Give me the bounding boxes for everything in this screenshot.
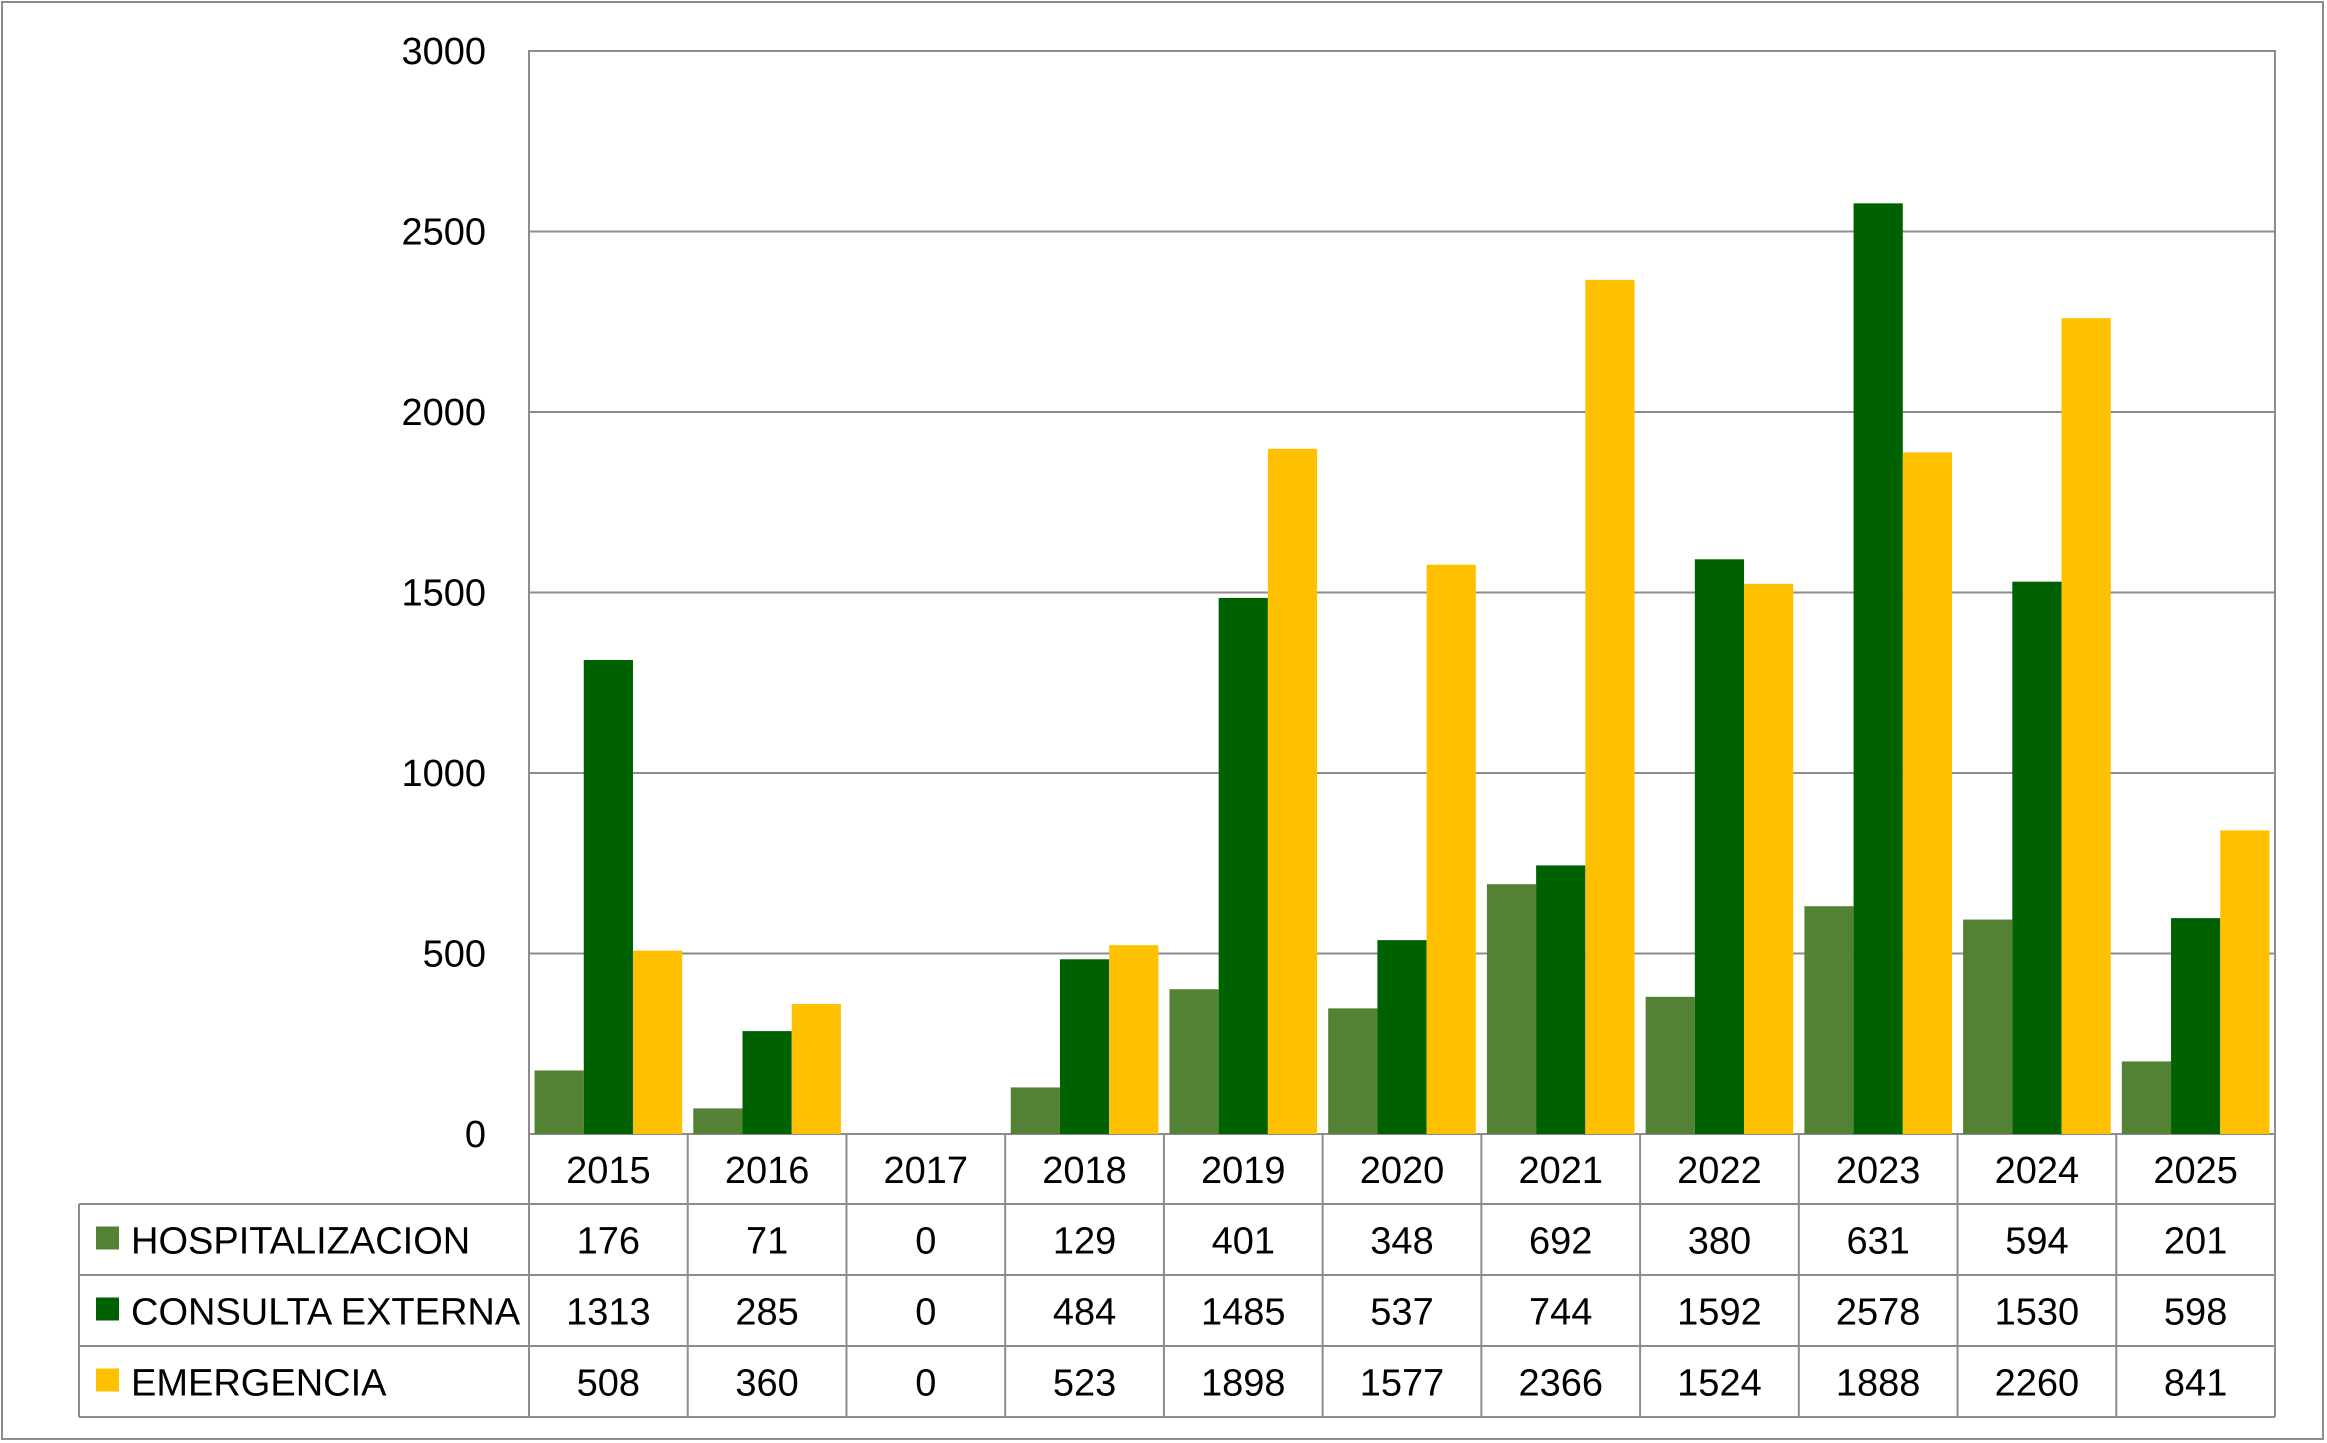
table-value-cell: 1313 xyxy=(566,1292,651,1334)
table-value-cell: 523 xyxy=(1053,1363,1116,1405)
legend-label: EMERGENCIA xyxy=(131,1363,387,1405)
y-tick-label: 1000 xyxy=(401,753,486,795)
bar-emergencia-2024 xyxy=(2061,318,2111,1134)
table-value-cell: 1888 xyxy=(1836,1363,1921,1405)
y-tick-label: 1500 xyxy=(401,573,486,615)
x-category-label: 2016 xyxy=(725,1150,810,1192)
table-value-cell: 2260 xyxy=(1995,1363,2080,1405)
bar-hospitalizacion-2021 xyxy=(1486,884,1537,1134)
bar-consulta-externa-2025 xyxy=(2171,918,2221,1134)
bar-hospitalizacion-2022 xyxy=(1645,996,1695,1134)
x-category-label: 2022 xyxy=(1677,1150,1762,1192)
table-value-cell: 176 xyxy=(577,1221,640,1263)
y-tick-label: 2500 xyxy=(401,212,486,254)
legend-key-emergencia xyxy=(96,1368,119,1392)
x-category-label: 2019 xyxy=(1201,1150,1286,1192)
bar-hospitalizacion-2025 xyxy=(2121,1061,2172,1134)
legend-label: CONSULTA EXTERNA xyxy=(131,1292,521,1334)
y-tick-label: 3000 xyxy=(401,31,486,73)
bar-emergencia-2015 xyxy=(632,950,683,1134)
table-value-cell: 0 xyxy=(915,1292,936,1334)
bars xyxy=(534,203,2270,1135)
x-category-label: 2023 xyxy=(1836,1150,1921,1192)
y-axis-ticks: 0 500 1000 1500 2000 2500 3000 xyxy=(401,31,486,1156)
bar-consulta-externa-2021 xyxy=(1536,865,1586,1134)
y-tick-label: 500 xyxy=(423,934,486,976)
table-value-cell: 201 xyxy=(2164,1221,2227,1263)
bar-emergencia-2020 xyxy=(1426,564,1476,1134)
bar-hospitalizacion-2016 xyxy=(693,1108,743,1134)
table-value-cell: 2578 xyxy=(1836,1292,1921,1334)
bar-consulta-externa-2018 xyxy=(1059,959,1110,1134)
table-value-cell: 71 xyxy=(746,1221,788,1263)
bar-hospitalizacion-2020 xyxy=(1328,1008,1378,1134)
x-category-label: 2017 xyxy=(884,1150,969,1192)
table-value-cell: 1592 xyxy=(1677,1292,1762,1334)
bar-emergencia-2023 xyxy=(1902,452,1952,1134)
bar-emergencia-2025 xyxy=(2220,830,2270,1134)
y-tick-label: 2000 xyxy=(401,392,486,434)
x-category-label: 2018 xyxy=(1042,1150,1127,1192)
table-value-cell: 598 xyxy=(2164,1292,2227,1334)
table-value-cell: 537 xyxy=(1370,1292,1433,1334)
table-value-cell: 1485 xyxy=(1201,1292,1286,1334)
x-category-label: 2025 xyxy=(2153,1150,2238,1192)
x-category-label: 2024 xyxy=(1995,1150,2080,1192)
data-table: 2015 2016 2017 2018 2019 2020 2021 2022 2023 2024… xyxy=(78,1134,2276,1418)
bar-hospitalizacion-2015 xyxy=(534,1070,584,1134)
table-value-cell: 841 xyxy=(2164,1363,2227,1405)
table-value-cell: 1898 xyxy=(1201,1363,1286,1405)
bar-consulta-externa-2016 xyxy=(742,1031,792,1134)
bar-consulta-externa-2015 xyxy=(583,660,633,1134)
bar-consulta-externa-2024 xyxy=(2012,581,2062,1134)
bar-hospitalizacion-2024 xyxy=(1963,919,2013,1134)
bar-emergencia-2018 xyxy=(1109,945,1159,1134)
table-value-cell: 348 xyxy=(1370,1221,1433,1263)
table-value-cell: 744 xyxy=(1529,1292,1592,1334)
table-value-cell: 594 xyxy=(2005,1221,2068,1263)
table-value-cell: 484 xyxy=(1053,1292,1116,1334)
table-value-cell: 0 xyxy=(915,1221,936,1263)
x-category-label: 2021 xyxy=(1518,1150,1603,1192)
table-value-cell: 1530 xyxy=(1995,1292,2080,1334)
table-value-cell: 380 xyxy=(1688,1221,1751,1263)
legend-label: HOSPITALIZACION xyxy=(131,1221,470,1263)
bar-emergencia-2022 xyxy=(1744,583,1794,1134)
bar-emergencia-2019 xyxy=(1267,448,1318,1134)
y-tick-label: 0 xyxy=(465,1114,486,1156)
table-value-cell: 1577 xyxy=(1360,1363,1445,1405)
table-value-cell: 508 xyxy=(577,1363,640,1405)
bar-consulta-externa-2023 xyxy=(1853,203,1903,1135)
table-value-cell: 1524 xyxy=(1677,1363,1762,1405)
bar-emergencia-2021 xyxy=(1585,279,1635,1134)
bar-consulta-externa-2019 xyxy=(1218,597,1268,1134)
bar-hospitalizacion-2019 xyxy=(1169,989,1219,1134)
bar-emergencia-2016 xyxy=(791,1004,841,1134)
table-value-cell: 631 xyxy=(1846,1221,1909,1263)
table-value-cell: 401 xyxy=(1212,1221,1275,1263)
table-value-cell: 2366 xyxy=(1518,1363,1603,1405)
bar-consulta-externa-2022 xyxy=(1694,559,1745,1134)
bar-consulta-externa-2020 xyxy=(1377,940,1427,1134)
x-category-label: 2020 xyxy=(1360,1150,1445,1192)
x-category-label: 2015 xyxy=(566,1150,651,1192)
bar-hospitalizacion-2018 xyxy=(1010,1087,1060,1134)
table-value-cell: 129 xyxy=(1053,1221,1116,1263)
table-value-cell: 0 xyxy=(915,1363,936,1405)
legend-key-consulta-externa xyxy=(96,1297,119,1321)
table-value-cell: 692 xyxy=(1529,1221,1592,1263)
legend-key-hospitalizacion xyxy=(96,1226,119,1250)
bar-hospitalizacion-2023 xyxy=(1804,906,1854,1134)
table-value-cell: 285 xyxy=(735,1292,798,1334)
table-value-cell: 360 xyxy=(735,1363,798,1405)
